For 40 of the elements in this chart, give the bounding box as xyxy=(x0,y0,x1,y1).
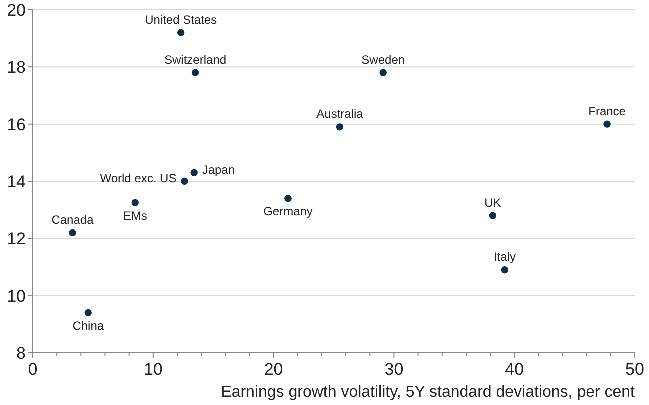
annotation: UK xyxy=(484,196,502,210)
y-tick-label: 20 xyxy=(7,0,26,20)
annotation: EMs xyxy=(123,208,148,223)
point xyxy=(177,29,185,36)
point xyxy=(181,178,188,186)
point xyxy=(192,69,200,76)
y-tick-label: 10 xyxy=(7,286,26,306)
x-tick-label: 50 xyxy=(626,360,644,379)
x-axis-title: Earnings growth volatility, 5Y standard deviations, per cent xyxy=(221,384,636,401)
point xyxy=(132,199,139,207)
annotation: Switzerland xyxy=(164,52,227,67)
y-tick-label: 18 xyxy=(7,58,26,78)
point xyxy=(190,169,198,177)
y-tick-label: 12 xyxy=(7,230,26,249)
x-tick-label: 30 xyxy=(384,360,404,379)
point xyxy=(380,69,387,76)
annotation: China xyxy=(72,318,104,333)
annotation: Australia xyxy=(316,107,364,122)
x-tick-label: 20 xyxy=(264,360,284,379)
annotation: Sweden xyxy=(362,52,406,67)
annotation: France xyxy=(588,104,626,118)
point xyxy=(604,120,611,128)
x-tick-label: 0 xyxy=(28,360,38,379)
y-tick-label: 16 xyxy=(7,115,26,134)
y-tick-label: 8 xyxy=(16,344,26,363)
point xyxy=(336,124,344,131)
point xyxy=(489,212,497,220)
annotation: Germany xyxy=(264,204,313,219)
annotation: World exc. US xyxy=(100,172,177,186)
annotation: United States xyxy=(145,12,218,27)
point xyxy=(284,195,292,202)
point xyxy=(69,229,76,237)
annotation: Canada xyxy=(52,212,94,227)
x-tick-label: 10 xyxy=(144,360,163,379)
y-tick-label: 14 xyxy=(7,172,26,192)
x-tick-label: 40 xyxy=(505,360,524,379)
annotation: Japan xyxy=(202,162,236,177)
point xyxy=(84,309,92,317)
point xyxy=(501,266,509,274)
annotation: Italy xyxy=(494,250,516,264)
